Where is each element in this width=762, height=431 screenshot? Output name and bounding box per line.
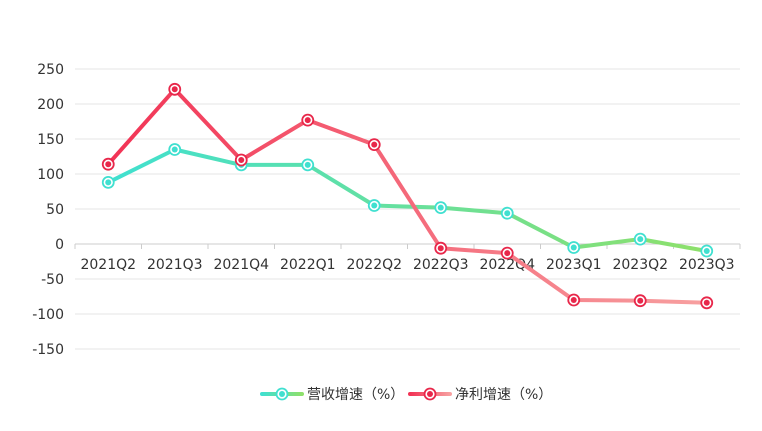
legend-item-0[interactable]: 营收增速（%） (260, 387, 404, 403)
y-tick-label: 200 (37, 97, 64, 113)
data-point[interactable] (633, 294, 647, 308)
data-point-dot (570, 297, 577, 303)
x-tick-label: 2021Q3 (147, 257, 203, 273)
legend-item-1[interactable]: 净利增速（%） (408, 387, 552, 403)
x-axis: 2021Q2 2021Q3 2021Q4 2022Q1 2022Q2 2022Q3 2022… (74, 243, 741, 273)
y-tick-label: -100 (32, 307, 64, 323)
data-point-dot (238, 157, 245, 163)
data-point[interactable] (700, 296, 714, 310)
x-tick-label: 2022Q1 (280, 257, 336, 273)
series-lines (101, 82, 714, 310)
data-point[interactable] (301, 113, 315, 127)
data-point-dot (171, 146, 178, 153)
data-point-dot (504, 250, 511, 257)
series-line-1 (106, 87, 709, 305)
y-tick-label: 0 (55, 237, 64, 253)
x-tick-label: 2023Q3 (679, 257, 735, 273)
legend-label: 营收增速（%） (307, 387, 404, 403)
y-tick-label: 150 (37, 132, 64, 148)
data-point[interactable] (434, 201, 448, 215)
y-tick-label: -50 (41, 272, 64, 288)
data-point-dot (437, 245, 444, 252)
data-point-dot (105, 179, 112, 186)
legend: 营收增速（%） 净利增速（%） (260, 387, 552, 403)
data-point[interactable] (700, 244, 714, 258)
data-point[interactable] (101, 175, 115, 189)
data-point[interactable] (500, 246, 514, 260)
data-point[interactable] (168, 143, 182, 156)
y-tick-label: 50 (46, 202, 64, 218)
data-point-dot (637, 236, 644, 243)
y-tick-label: 100 (37, 167, 64, 183)
data-point-dot (105, 161, 112, 168)
x-tick-label: 2022Q2 (346, 257, 402, 273)
data-point[interactable] (367, 199, 381, 212)
y-axis: 250 200 150 100 50 0 -50 -100 -150 (32, 62, 64, 358)
data-point-dot (570, 244, 577, 251)
data-point-dot (371, 141, 378, 148)
data-point[interactable] (434, 241, 448, 255)
data-point-dot (371, 202, 378, 209)
data-point[interactable] (567, 241, 581, 254)
data-point[interactable] (301, 158, 315, 172)
data-point[interactable] (367, 138, 381, 152)
x-tick-label: 2021Q4 (213, 257, 269, 273)
data-point[interactable] (234, 153, 248, 167)
data-point-dot (171, 86, 178, 93)
x-tick-label: 2023Q1 (546, 257, 602, 273)
legend-marker-dot (279, 391, 285, 397)
data-point[interactable] (567, 293, 581, 307)
data-point-dot (703, 248, 710, 254)
legend-marker-dot (427, 391, 433, 397)
data-point[interactable] (633, 232, 647, 246)
series-line-0 (106, 147, 709, 253)
y-tick-label: 250 (37, 62, 64, 78)
data-point-dot (637, 297, 644, 304)
y-tick-label: -150 (32, 342, 64, 358)
x-tick-label: 2021Q2 (80, 257, 136, 273)
data-point-dot (437, 204, 444, 211)
data-point[interactable] (168, 82, 182, 96)
data-point[interactable] (500, 206, 514, 220)
data-point-dot (703, 299, 710, 306)
x-tick-label: 2022Q3 (413, 257, 469, 273)
data-point-dot (504, 210, 511, 217)
legend-label: 净利增速（%） (455, 387, 552, 403)
data-point-dot (304, 117, 311, 124)
data-point[interactable] (101, 157, 115, 171)
x-tick-label: 2023Q2 (612, 257, 668, 273)
data-point-dot (304, 161, 311, 168)
